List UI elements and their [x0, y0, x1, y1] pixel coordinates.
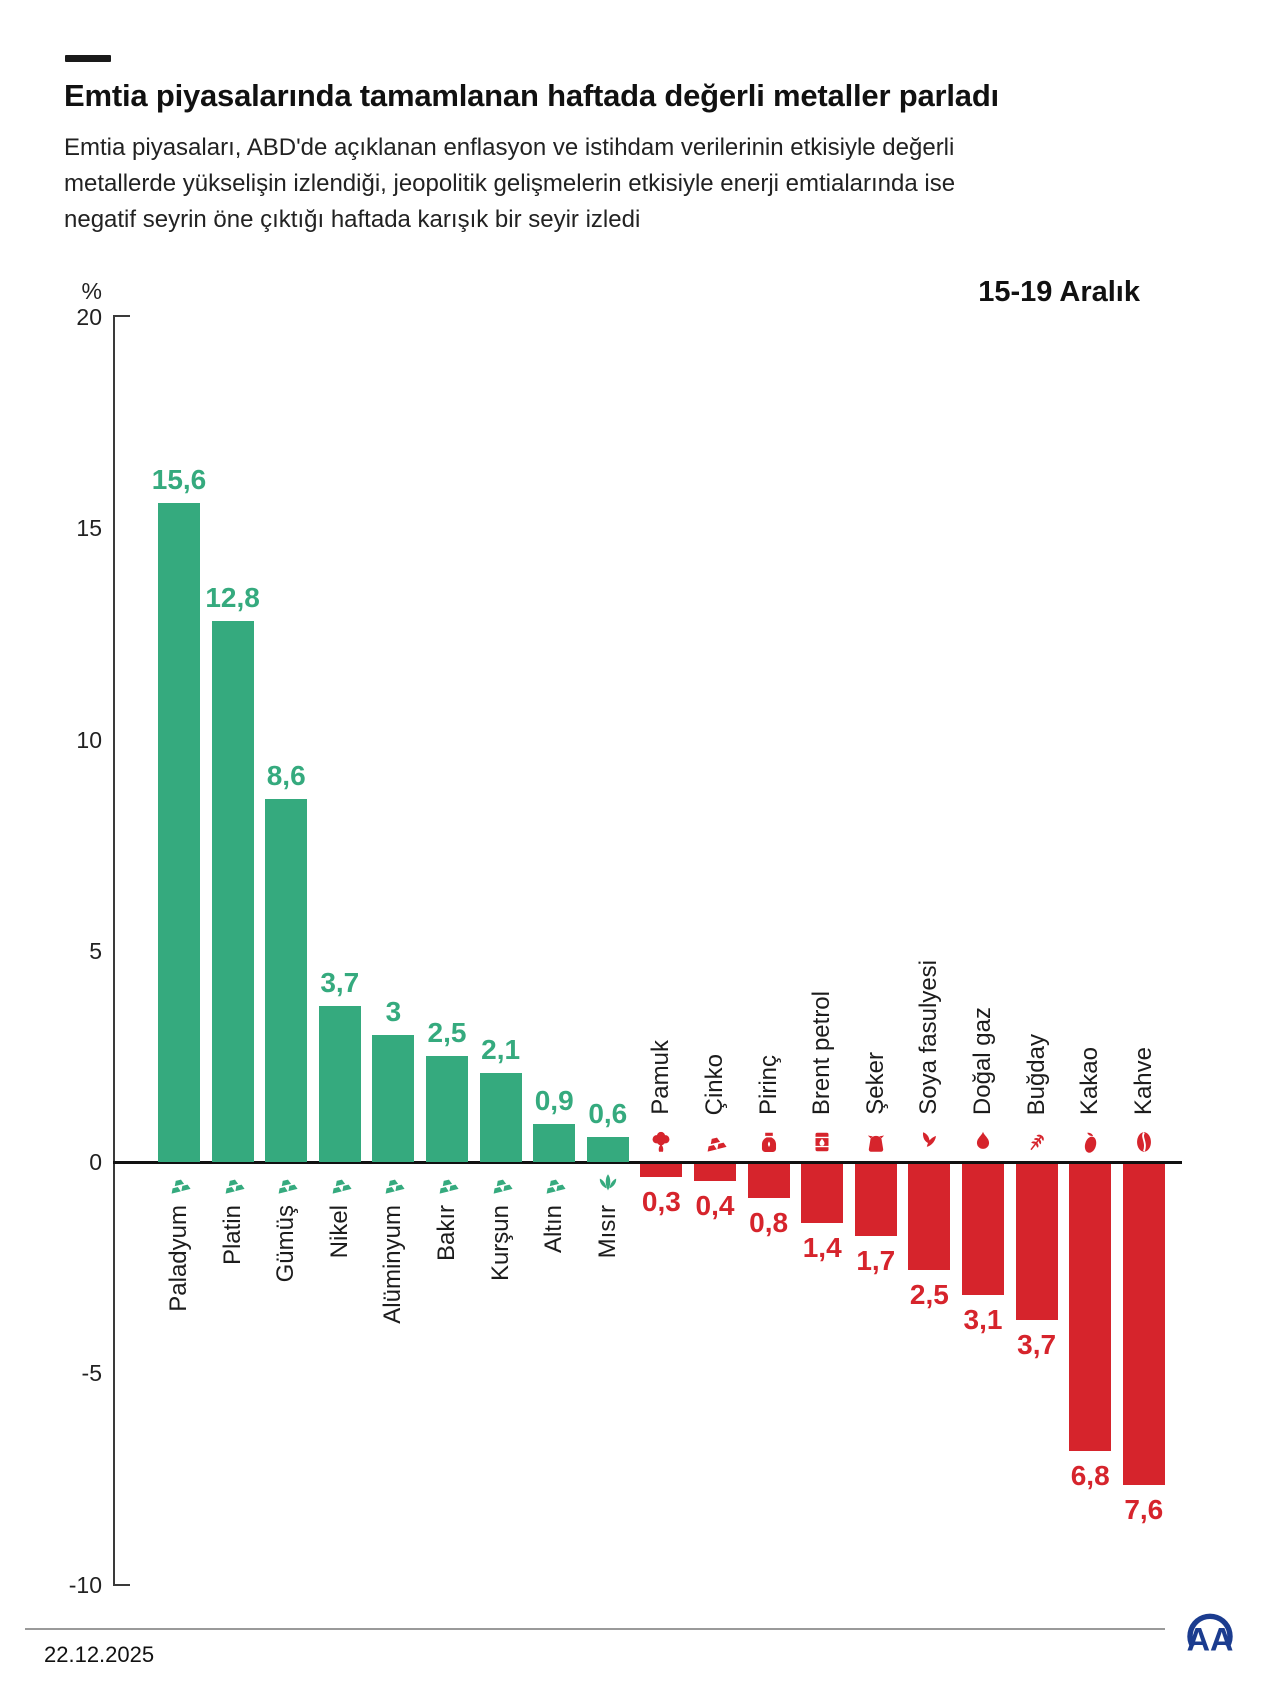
category-label-kahve: Kahve: [1129, 1046, 1157, 1115]
cotton-icon: [648, 1129, 674, 1155]
value-label-platin: 12,8: [205, 582, 260, 613]
bar-brent-petrol: [801, 1164, 844, 1223]
value-label-altin: 0,9: [534, 1085, 574, 1116]
value-label-gumus: 8,6: [266, 760, 306, 791]
category-label-gumus: Gümüş: [272, 1205, 300, 1283]
period-label: 15-19 Aralık: [978, 276, 1140, 308]
category-label-pamuk: Pamuk: [647, 1040, 675, 1115]
page-subtitle: Emtia piyasaları, ABD'de açıklanan enfla…: [64, 134, 956, 233]
coffee-bean-icon: [1131, 1129, 1157, 1155]
y-tick-label--5: -5: [81, 1360, 102, 1387]
bar-kakao: [1069, 1164, 1112, 1451]
value-label-bugday: 3,7: [1017, 1329, 1057, 1360]
bar-bugday: [1015, 1164, 1058, 1320]
cacao-icon: [1077, 1129, 1103, 1155]
page-title: Emtia piyasalarında tamamlanan haftada d…: [64, 78, 999, 113]
category-label-brent-petrol: Brent petrol: [808, 990, 836, 1115]
category-label-nikel: Nikel: [325, 1205, 353, 1259]
category-label-platin: Platin: [218, 1205, 246, 1266]
y-axis-bottom-tick: [115, 1584, 130, 1586]
metal-ingots-icon: [327, 1171, 353, 1197]
soybean-icon: [916, 1129, 942, 1155]
category-label-bakir: Bakır: [433, 1205, 460, 1262]
value-label-kahve: 7,6: [1124, 1494, 1164, 1525]
value-label-cinko: 0,4: [695, 1190, 735, 1221]
bar-seker: [854, 1164, 897, 1236]
category-label-kursun: Kurşun: [486, 1205, 514, 1282]
bar-platin: [211, 621, 254, 1162]
metal-ingots-icon: [702, 1129, 728, 1155]
category-label-bugday: Buğday: [1022, 1033, 1050, 1115]
bar-aluminyum: [372, 1035, 415, 1162]
bar-gumus: [265, 799, 308, 1162]
value-label-kakao: 6,8: [1070, 1460, 1110, 1491]
accent-dash: [65, 55, 111, 62]
category-label-dogal-gaz: Doğal gaz: [969, 1006, 996, 1115]
value-label-kursun: 2,1: [481, 1034, 521, 1065]
bar-bakir: [426, 1056, 468, 1162]
bar-paladyum: [158, 503, 200, 1162]
value-label-brent-petrol: 1,4: [802, 1232, 842, 1263]
metal-ingots-icon: [380, 1171, 406, 1197]
zero-baseline: [113, 1161, 1182, 1164]
value-label-dogal-gaz: 3,1: [963, 1304, 1003, 1335]
category-label-seker: Şeker: [861, 1052, 889, 1115]
value-label-seker: 1,7: [856, 1245, 896, 1276]
y-tick-label-10: 10: [76, 726, 102, 753]
bar-dogal-gaz: [962, 1164, 1004, 1295]
wheat-icon: [1024, 1129, 1050, 1155]
metal-ingots-icon: [541, 1171, 567, 1197]
metal-ingots-icon: [434, 1171, 460, 1197]
sugar-sack-icon: [863, 1129, 889, 1155]
value-label-bakir: 2,5: [427, 1017, 467, 1048]
category-label-kakao: Kakao: [1076, 1046, 1104, 1115]
category-label-altin: Altın: [540, 1205, 568, 1254]
bar-misir: [586, 1137, 629, 1162]
bar-altin: [533, 1124, 576, 1162]
bar-pirinc: [747, 1164, 790, 1198]
value-label-aluminyum: 3: [385, 996, 402, 1027]
publish-date: 22.12.2025: [44, 1642, 155, 1667]
bar-cinko: [694, 1164, 736, 1181]
category-label-cinko: Çinko: [701, 1053, 728, 1115]
category-label-soya-fasulyesi: Soya fasulyesi: [915, 960, 943, 1115]
category-label-paladyum: Paladyum: [165, 1205, 192, 1312]
y-tick-label-20: 20: [76, 304, 102, 330]
bar-pamuk: [640, 1164, 683, 1177]
oil-barrel-icon: [809, 1129, 835, 1155]
value-label-misir: 0,6: [588, 1098, 628, 1129]
value-label-paladyum: 15,6: [151, 464, 207, 495]
metal-ingots-icon: [220, 1171, 246, 1197]
value-label-soya-fasulyesi: 2,5: [909, 1279, 949, 1310]
value-label-pamuk: 0,3: [641, 1186, 681, 1217]
rice-sack-icon: [756, 1129, 782, 1155]
category-label-aluminyum: Alüminyum: [379, 1205, 407, 1324]
aa-logo-letters: AA: [1187, 1622, 1234, 1656]
metal-ingots-icon: [166, 1171, 192, 1197]
value-label-pirinc: 0,8: [749, 1207, 789, 1238]
bar-soya-fasulyesi: [908, 1164, 951, 1270]
aa-agency-logo: AA: [1187, 1613, 1234, 1656]
category-label-pirinc: Pirinç: [754, 1054, 782, 1115]
value-label-nikel: 3,7: [320, 967, 360, 998]
corn-icon: [595, 1171, 621, 1197]
y-tick-label-5: 5: [89, 937, 102, 964]
footer-divider: [25, 1628, 1165, 1630]
bar-kahve: [1122, 1164, 1165, 1485]
metal-ingots-icon: [488, 1171, 514, 1197]
y-tick-label--10: -10: [68, 1571, 102, 1598]
y-axis-unit-label: %: [81, 278, 102, 304]
bar-kursun: [479, 1073, 522, 1162]
flame-icon: [970, 1129, 996, 1155]
metal-ingots-icon: [273, 1171, 299, 1197]
y-tick-label-15: 15: [76, 515, 102, 542]
y-tick-label-0: 0: [89, 1149, 102, 1175]
y-axis-top-tick: [115, 315, 130, 317]
bar-nikel: [318, 1006, 361, 1162]
y-axis-line: [113, 315, 115, 1586]
